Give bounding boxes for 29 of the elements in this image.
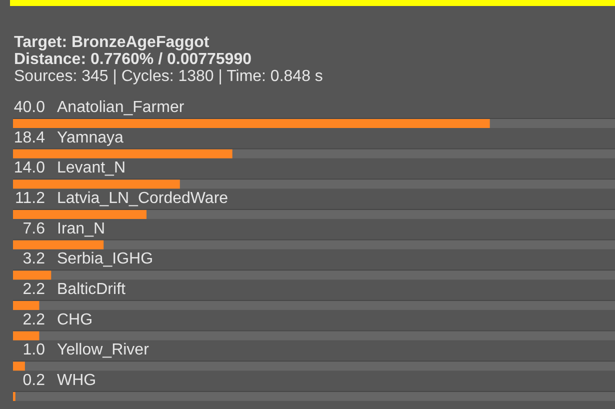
bar	[13, 362, 25, 371]
chart-title: Target: BronzeAgeFaggot	[14, 34, 210, 51]
data-label: 3.2	[22, 250, 46, 268]
data-label: 11.2	[15, 190, 46, 207]
y-tick-label: Iran_N	[57, 220, 106, 238]
data-label: 0.2	[22, 372, 46, 389]
y-tick-label: WHG	[57, 372, 96, 389]
bar	[13, 210, 147, 219]
y-tick-label: Levant_N	[57, 160, 126, 177]
data-label: 2.2	[22, 280, 46, 298]
chart-subtitle: Distance: 0.7760% / 0.00775990	[14, 51, 252, 68]
source-note: Sources: 345 | Cycles: 1380 | Time: 0.848 s	[14, 68, 323, 85]
y-tick-label: Anatolian_Farmer	[57, 99, 185, 116]
data-label: 40.0	[14, 99, 46, 116]
bar	[13, 240, 104, 250]
bar	[13, 300, 40, 310]
data-label: 2.2	[22, 311, 46, 328]
data-label: 14.0	[14, 160, 46, 177]
y-tick-label: Yamnaya	[57, 129, 124, 146]
y-tick-label: Serbia_IGHG	[57, 250, 154, 268]
y-tick-label: Yellow_River	[57, 342, 150, 359]
bar	[13, 270, 52, 280]
y-tick-label: CHG	[57, 311, 93, 328]
bar	[13, 331, 40, 340]
data-label: 7.6	[22, 220, 46, 238]
y-tick-label: Latvia_LN_CordedWare	[57, 190, 228, 207]
data-label: 1.0	[22, 342, 46, 359]
y-tick-label: BalticDrift	[57, 280, 126, 298]
data-label: 18.4	[14, 129, 46, 146]
